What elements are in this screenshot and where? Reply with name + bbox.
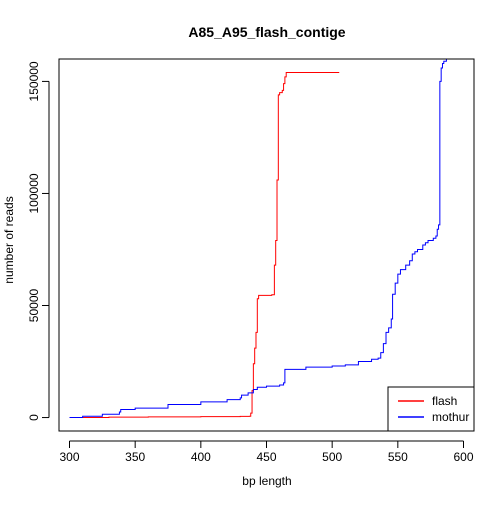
series-line-flash	[69, 71, 340, 419]
x-tick-label: 600	[453, 450, 473, 464]
y-tick-label: 0	[27, 414, 41, 421]
legend-label-flash: flash	[432, 394, 457, 408]
x-tick-label: 550	[388, 450, 408, 464]
legend-box	[387, 386, 475, 432]
x-axis-label: bp length	[242, 474, 291, 488]
plot-frame	[58, 58, 475, 432]
y-axis-label: number of reads	[2, 196, 16, 283]
y-tick-label: 150000	[27, 61, 41, 101]
x-tick-label: 400	[191, 450, 211, 464]
series-layer	[69, 59, 447, 419]
x-tick-label: 350	[125, 450, 145, 464]
legend-label-mothur: mothur	[432, 410, 469, 424]
chart-title: A85_A95_flash_contige	[188, 24, 345, 40]
legend: flash mothur	[387, 386, 475, 432]
y-axis: 0 50000 100000 150000	[27, 61, 50, 421]
x-tick-label: 300	[59, 450, 79, 464]
series-line-mothur	[69, 59, 447, 419]
y-tick-label: 100000	[27, 173, 41, 213]
y-tick-label: 50000	[27, 288, 41, 322]
x-tick-label: 450	[256, 450, 276, 464]
x-tick-label: 500	[322, 450, 342, 464]
x-axis: 300 350 400 450 500 550 600	[59, 440, 474, 464]
